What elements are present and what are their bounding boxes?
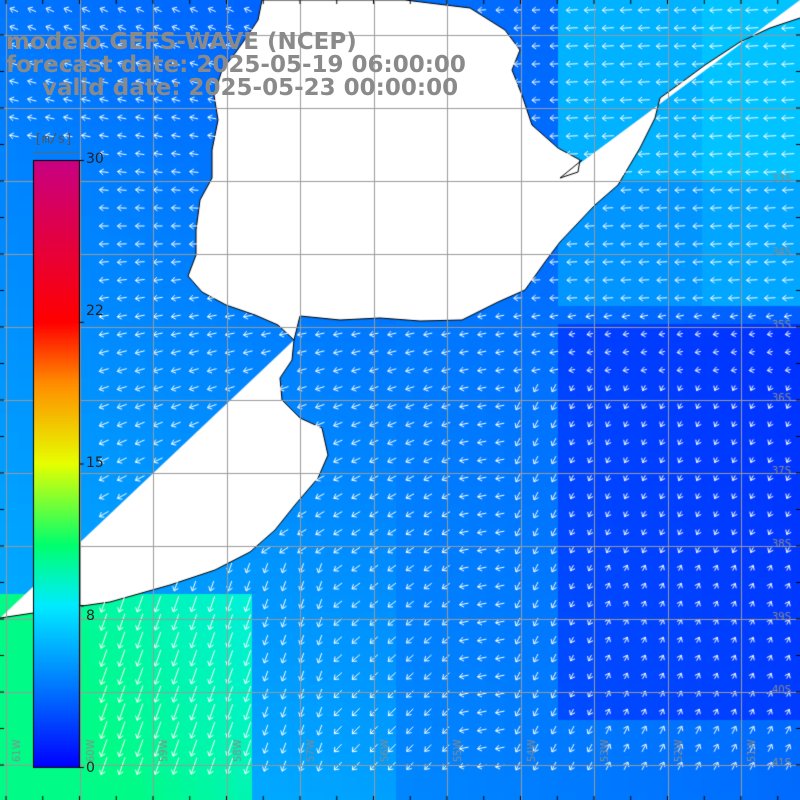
colorbar-tick-30: 30	[86, 151, 104, 167]
colorbar-tick-15: 15	[86, 455, 104, 471]
model-title: modelo GEFS-WAVE (NCEP)	[6, 29, 357, 55]
valid-date: valid date: 2025-05-23 00:00:00	[42, 75, 459, 101]
colorbar-tick-22: 22	[86, 303, 104, 319]
colorbar-tick-8: 8	[86, 608, 95, 624]
colorbar-unit: [m/s]	[34, 132, 74, 147]
forecast-date: forecast date: 2025-05-19 06:00:00	[6, 52, 466, 78]
colorbar-tick-0: 0	[86, 760, 95, 776]
